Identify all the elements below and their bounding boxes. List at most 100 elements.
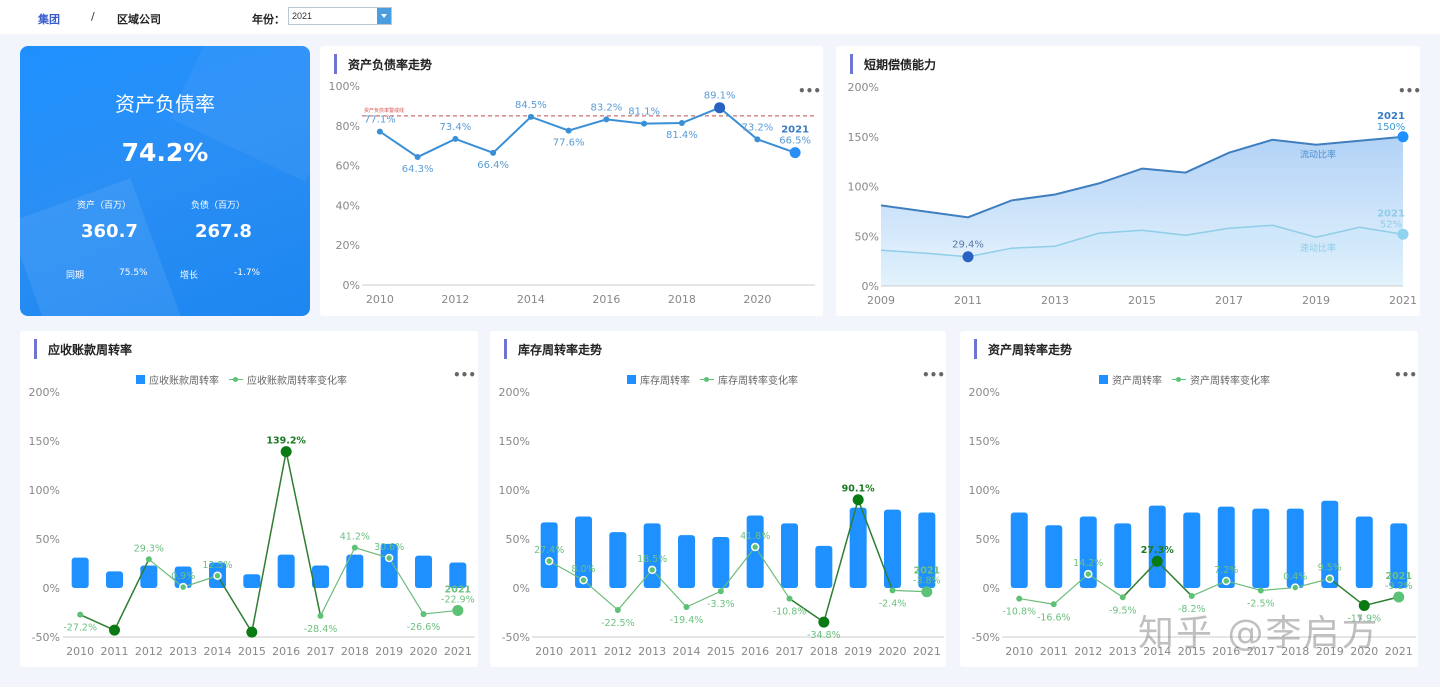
legend-item[interactable]: 资产周转率变化率 xyxy=(1190,376,1270,387)
svg-text:2016: 2016 xyxy=(592,293,620,306)
liabilities-value: 267.8 xyxy=(195,221,252,242)
svg-text:2019: 2019 xyxy=(1316,645,1344,658)
year-select[interactable]: 2021 xyxy=(288,7,392,25)
bar-legend-swatch xyxy=(136,375,145,384)
chart-legend: 资产周转率 资产周转率变化率 xyxy=(1099,372,1270,387)
svg-text:2009: 2009 xyxy=(867,294,895,307)
svg-text:2019: 2019 xyxy=(844,645,872,658)
svg-text:2012: 2012 xyxy=(441,293,469,306)
svg-text:30.6%: 30.6% xyxy=(374,542,404,553)
svg-text:0%: 0% xyxy=(43,582,60,595)
more-options-icon[interactable]: ••• xyxy=(1394,368,1418,382)
svg-text:2011: 2011 xyxy=(1040,645,1068,658)
svg-text:2015: 2015 xyxy=(1128,294,1156,307)
svg-text:2021: 2021 xyxy=(444,645,472,658)
legend-item[interactable]: 应收账款周转率 xyxy=(149,376,219,387)
svg-text:89.1%: 89.1% xyxy=(704,91,736,102)
more-options-icon[interactable]: ••• xyxy=(1398,84,1422,98)
svg-text:0%: 0% xyxy=(983,582,1000,595)
svg-text:2017: 2017 xyxy=(1247,645,1275,658)
svg-text:2012: 2012 xyxy=(1074,645,1102,658)
svg-text:-10.8%: -10.8% xyxy=(1002,607,1036,618)
svg-text:90.1%: 90.1% xyxy=(842,484,875,495)
svg-text:81.4%: 81.4% xyxy=(666,130,698,141)
svg-text:2021: 2021 xyxy=(781,125,809,136)
kpi-title: 资产负债率 xyxy=(115,92,215,116)
yoy-value: 75.5% xyxy=(119,268,148,278)
svg-text:50%: 50% xyxy=(506,533,530,546)
breadcrumb-separator: / xyxy=(91,10,95,23)
card-title: 库存周转率走势 xyxy=(504,339,602,359)
svg-text:41.2%: 41.2% xyxy=(340,532,370,543)
svg-text:速动比率: 速动比率 xyxy=(1300,242,1336,254)
svg-text:2021: 2021 xyxy=(1385,645,1413,658)
svg-text:77.6%: 77.6% xyxy=(553,138,585,149)
ar-turnover-card: 应收账款周转率 应收账款周转率 应收账款周转率变化率 ••• -50% 0% 50%… xyxy=(20,331,478,667)
inventory-turnover-card: 库存周转率走势 库存周转率 库存周转率变化率 ••• -50% 0% 50% 100%… xyxy=(490,331,946,667)
legend-item[interactable]: 应收账款周转率变化率 xyxy=(247,376,347,387)
legend-item[interactable]: 库存周转率 xyxy=(640,376,690,387)
legend-item[interactable]: 资产周转率 xyxy=(1112,376,1162,387)
svg-text:66.5%: 66.5% xyxy=(779,136,811,147)
svg-text:2018: 2018 xyxy=(341,645,369,658)
svg-text:0%: 0% xyxy=(513,582,530,595)
svg-text:73.2%: 73.2% xyxy=(741,122,773,133)
card-title-text: 应收账款周转率 xyxy=(48,343,133,357)
watermark: 知乎 @李启方 xyxy=(1138,613,1380,654)
svg-text:0.4%: 0.4% xyxy=(1283,572,1307,583)
svg-text:2020: 2020 xyxy=(410,645,438,658)
svg-text:0%: 0% xyxy=(343,279,360,292)
svg-text:2021: 2021 xyxy=(914,566,940,577)
svg-text:-2.4%: -2.4% xyxy=(879,598,907,609)
liabilities-label: 负债（百万） xyxy=(191,201,246,211)
svg-text:-26.6%: -26.6% xyxy=(407,622,441,633)
svg-text:2021: 2021 xyxy=(1377,208,1405,219)
svg-text:2020: 2020 xyxy=(879,645,907,658)
svg-text:80%: 80% xyxy=(336,120,360,133)
svg-text:-19.4%: -19.4% xyxy=(670,615,704,626)
chevron-down-icon[interactable] xyxy=(377,8,391,24)
yoy-label: 同期 xyxy=(66,271,85,281)
svg-text:41.8%: 41.8% xyxy=(740,531,770,542)
svg-text:150%: 150% xyxy=(848,131,879,144)
svg-text:-3.8%: -3.8% xyxy=(913,576,941,587)
svg-text:100%: 100% xyxy=(969,484,1000,497)
svg-text:2012: 2012 xyxy=(604,645,632,658)
title-accent-bar xyxy=(850,54,853,74)
svg-text:29.3%: 29.3% xyxy=(134,543,164,554)
svg-text:139.2%: 139.2% xyxy=(266,436,306,447)
svg-text:2011: 2011 xyxy=(570,645,598,658)
svg-text:2017: 2017 xyxy=(307,645,335,658)
line-legend-swatch xyxy=(229,375,243,384)
svg-text:2018: 2018 xyxy=(668,293,696,306)
more-options-icon[interactable]: ••• xyxy=(798,84,822,98)
svg-text:100%: 100% xyxy=(848,181,879,194)
svg-text:27.3%: 27.3% xyxy=(1141,545,1174,556)
svg-text:150%: 150% xyxy=(1377,122,1406,133)
svg-text:2014: 2014 xyxy=(1143,645,1171,658)
svg-text:83.2%: 83.2% xyxy=(590,102,622,113)
card-title: 资产周转率走势 xyxy=(974,339,1072,359)
legend-item[interactable]: 库存周转率变化率 xyxy=(718,376,798,387)
svg-text:2013: 2013 xyxy=(638,645,666,658)
more-options-icon[interactable]: ••• xyxy=(453,368,477,382)
svg-text:81.1%: 81.1% xyxy=(628,107,660,118)
more-options-icon[interactable]: ••• xyxy=(922,368,946,382)
breadcrumb-group[interactable]: 集团 xyxy=(38,13,60,26)
line-legend-swatch xyxy=(1172,375,1186,384)
svg-text:40%: 40% xyxy=(336,199,360,212)
svg-text:2014: 2014 xyxy=(673,645,701,658)
svg-text:50%: 50% xyxy=(36,533,60,546)
assets-label: 资产（百万） xyxy=(77,201,132,211)
svg-text:-50%: -50% xyxy=(502,631,530,644)
svg-text:2014: 2014 xyxy=(204,645,232,658)
svg-text:50%: 50% xyxy=(855,230,879,243)
kpi-value: 74.2% xyxy=(121,138,209,167)
inventory-turnover-combo-chart: -50% 0% 50% 100% 150% 200% 2010 2011 2012 2013 201… xyxy=(499,386,944,658)
svg-text:2011: 2011 xyxy=(101,645,129,658)
svg-text:2021: 2021 xyxy=(1377,111,1405,122)
svg-text:2013: 2013 xyxy=(169,645,197,658)
svg-text:200%: 200% xyxy=(969,386,1000,399)
svg-text:-9.2%: -9.2% xyxy=(1385,581,1413,592)
svg-text:66.4%: 66.4% xyxy=(477,160,509,171)
